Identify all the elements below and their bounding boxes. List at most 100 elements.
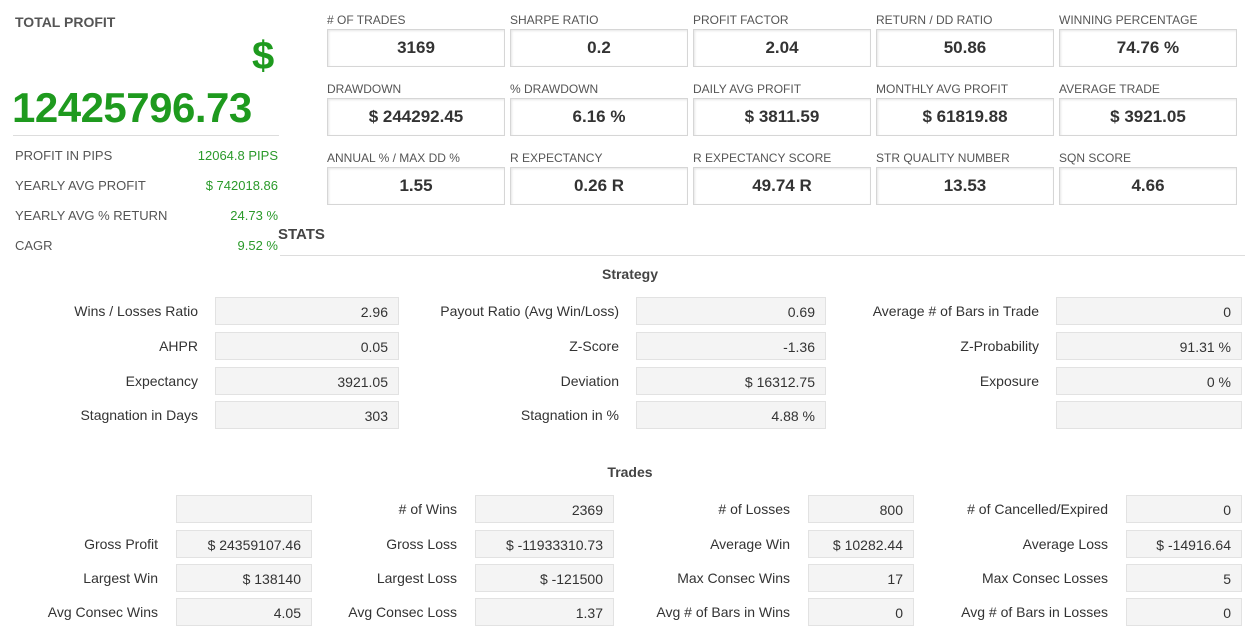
metric-label: % DRAWDOWN <box>510 82 599 96</box>
strategy-value: 2.96 <box>215 297 399 325</box>
strategy-value: 0.05 <box>215 332 399 360</box>
strategy-label: Z-Probability <box>960 338 1039 354</box>
strategy-label: Average # of Bars in Trade <box>872 303 1039 319</box>
metric-label: AVERAGE TRADE <box>1059 82 1160 96</box>
trades-value: $ 138140 <box>176 564 312 592</box>
metric-label: SQN SCORE <box>1059 151 1132 165</box>
trades-label: Largest Loss <box>376 570 457 586</box>
trades-label: # of Losses <box>718 501 790 517</box>
strategy-label: Stagnation in Days <box>80 407 198 423</box>
metric-label: ANNUAL % / MAX DD % <box>327 151 460 165</box>
metric-tile: # OF TRADES 3169 <box>327 12 505 67</box>
metric-label: STR QUALITY NUMBER <box>876 151 1010 165</box>
trades-label: Max Consec Losses <box>981 570 1108 586</box>
profit-in-pips-row: PROFIT IN PIPS 12064.8 PIPS <box>15 148 278 163</box>
metric-value: $ 3921.05 <box>1059 98 1237 136</box>
trades-value: 17 <box>808 564 914 592</box>
metric-value: 74.76 % <box>1059 29 1237 67</box>
trades-label <box>10 494 158 524</box>
metric-label: PROFIT FACTOR <box>693 13 789 27</box>
strategy-value <box>1056 401 1242 429</box>
metric-value: 50.86 <box>876 29 1054 67</box>
metric-tile: WINNING PERCENTAGE 74.76 % <box>1059 12 1237 67</box>
metric-value: 4.66 <box>1059 167 1237 205</box>
strategy-value: 0 % <box>1056 367 1242 395</box>
row-label: YEARLY AVG % RETURN <box>15 208 168 223</box>
metric-value: 13.53 <box>876 167 1054 205</box>
trades-value: 1.37 <box>475 598 614 626</box>
metric-tile: DRAWDOWN $ 244292.45 <box>327 81 505 136</box>
dollar-sign: $ <box>252 34 275 78</box>
row-label: YEARLY AVG PROFIT <box>15 178 146 193</box>
metric-value: 0.2 <box>510 29 688 67</box>
metric-tile: STR QUALITY NUMBER 13.53 <box>876 150 1054 205</box>
metric-value: 3169 <box>327 29 505 67</box>
trades-label: Avg Consec Wins <box>47 604 158 620</box>
trades-value: $ -121500 <box>475 564 614 592</box>
trades-label: Max Consec Wins <box>677 570 790 586</box>
trades-label: Avg # of Bars in Losses <box>961 604 1108 620</box>
trades-label: Average Win <box>710 536 790 552</box>
trades-label: Largest Win <box>83 570 158 586</box>
metric-label: MONTHLY AVG PROFIT <box>876 82 1009 96</box>
metric-value: 49.74 R <box>693 167 871 205</box>
strategy-value: 0 <box>1056 297 1242 325</box>
row-label: PROFIT IN PIPS <box>15 148 113 163</box>
trades-value: 800 <box>808 495 914 523</box>
metric-tile: R EXPECTANCY SCORE 49.74 R <box>693 150 871 205</box>
trades-value: 5 <box>1126 564 1242 592</box>
metric-value: 6.16 % <box>510 98 688 136</box>
yearly-avg-return-row: YEARLY AVG % RETURN 24.73 % <box>15 208 278 223</box>
divider <box>280 255 1245 256</box>
metric-tile: SHARPE RATIO 0.2 <box>510 12 688 67</box>
metric-value: $ 61819.88 <box>876 98 1054 136</box>
metric-tile: AVERAGE TRADE $ 3921.05 <box>1059 81 1237 136</box>
metric-label: DRAWDOWN <box>327 82 402 96</box>
trades-value: $ 24359107.46 <box>176 530 312 558</box>
yearly-avg-profit-row: YEARLY AVG PROFIT $ 742018.86 <box>15 178 278 193</box>
metric-tile: DAILY AVG PROFIT $ 3811.59 <box>693 81 871 136</box>
strategy-value: 91.31 % <box>1056 332 1242 360</box>
metric-tile: PROFIT FACTOR 2.04 <box>693 12 871 67</box>
total-profit-amount: 12425796.73 <box>12 84 252 131</box>
trades-value <box>176 495 312 523</box>
trades-value: 0 <box>1126 495 1242 523</box>
trades-label: Avg Consec Loss <box>348 604 457 620</box>
strategy-value: $ 16312.75 <box>636 367 826 395</box>
row-value: 12064.8 PIPS <box>197 148 278 163</box>
trades-heading: Trades <box>607 464 653 480</box>
strategy-label: Payout Ratio (Avg Win/Loss) <box>440 303 619 319</box>
stats-heading: STATS <box>278 226 325 243</box>
metric-tile: RETURN / DD RATIO 50.86 <box>876 12 1054 67</box>
divider <box>13 135 279 136</box>
trades-label: Average Loss <box>1022 536 1108 552</box>
metric-label: RETURN / DD RATIO <box>876 13 993 27</box>
trades-label: Gross Profit <box>84 536 158 552</box>
metric-label: # OF TRADES <box>327 13 406 27</box>
strategy-label: Z-Score <box>569 338 619 354</box>
cagr-row: CAGR 9.52 % <box>15 238 278 253</box>
metric-value: $ 244292.45 <box>327 98 505 136</box>
strategy-value: 4.88 % <box>636 401 826 429</box>
metric-label: R EXPECTANCY SCORE <box>693 151 832 165</box>
trades-label: Avg # of Bars in Wins <box>656 604 790 620</box>
trades-value: $ -11933310.73 <box>475 530 614 558</box>
total-profit-title: TOTAL PROFIT <box>15 14 116 30</box>
metric-tile: SQN SCORE 4.66 <box>1059 150 1237 205</box>
strategy-value: 3921.05 <box>215 367 399 395</box>
row-value: $ 742018.86 <box>205 178 278 193</box>
strategy-label: Stagnation in % <box>520 407 619 423</box>
trades-value: 2369 <box>475 495 614 523</box>
metric-label: DAILY AVG PROFIT <box>693 82 802 96</box>
trades-label: Gross Loss <box>386 536 457 552</box>
metric-label: WINNING PERCENTAGE <box>1059 13 1198 27</box>
strategy-label <box>830 400 1039 430</box>
metric-tile: % DRAWDOWN 6.16 % <box>510 81 688 136</box>
strategy-label: AHPR <box>159 338 198 354</box>
trades-value: $ 10282.44 <box>808 530 914 558</box>
row-value: 24.73 % <box>230 208 278 223</box>
trades-label: # of Cancelled/Expired <box>967 501 1108 517</box>
strategy-value: 0.69 <box>636 297 826 325</box>
strategy-label: Wins / Losses Ratio <box>74 303 198 319</box>
strategy-label: Deviation <box>560 373 619 389</box>
